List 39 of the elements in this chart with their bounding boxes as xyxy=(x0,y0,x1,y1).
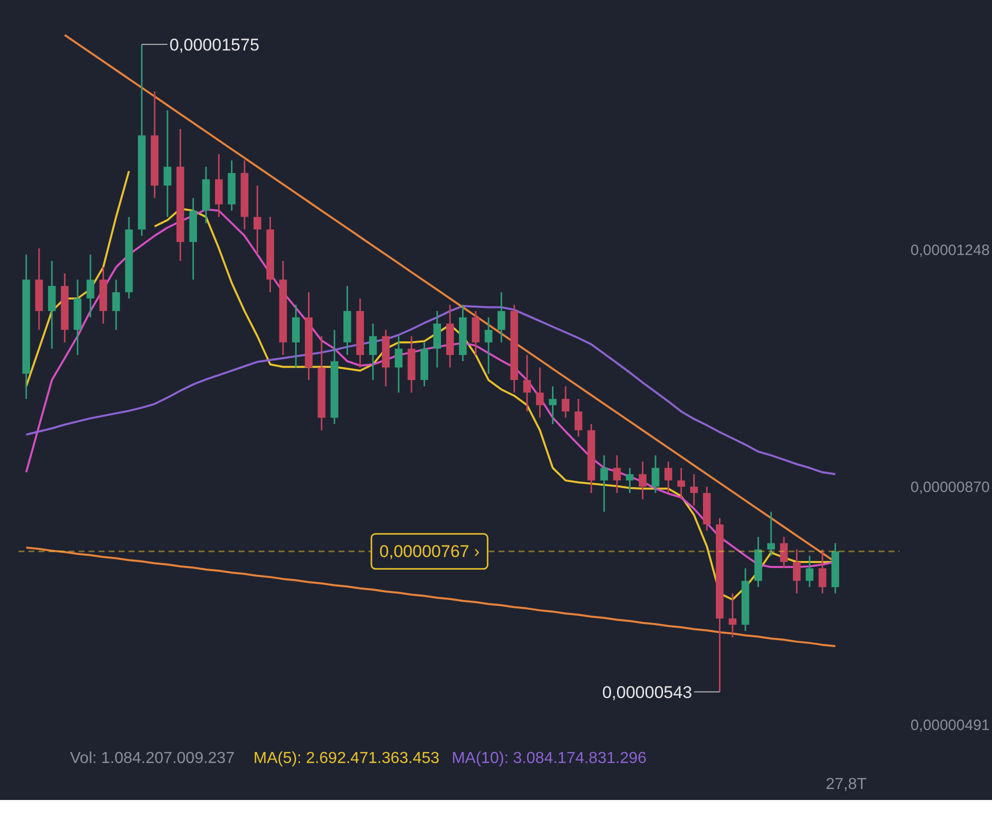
candlestick xyxy=(806,554,814,588)
candlestick xyxy=(86,254,94,318)
text: Vol: 1.084.207.009.237 xyxy=(70,750,235,767)
line-series xyxy=(25,305,836,476)
candlestick xyxy=(652,454,660,494)
y-tick-label: 0,00000491 xyxy=(910,717,990,734)
line-series xyxy=(25,546,836,648)
candlestick xyxy=(780,536,788,570)
candlestick xyxy=(484,316,492,375)
candlestick xyxy=(548,386,557,425)
candlestick xyxy=(254,184,262,256)
candlestick xyxy=(818,548,826,594)
candlestick xyxy=(369,322,377,381)
candlestick xyxy=(600,454,608,513)
candlestick xyxy=(536,366,544,418)
candlestick xyxy=(498,291,506,344)
candlestick xyxy=(394,335,402,394)
candlestick xyxy=(562,386,570,418)
annotation: 0,00000543 xyxy=(602,682,692,702)
candlestick xyxy=(728,592,736,638)
candlestick xyxy=(613,454,621,494)
y-tick-label: 0,00000870 xyxy=(910,479,990,496)
candlestick xyxy=(574,398,582,438)
text: 27,8T xyxy=(826,776,867,793)
candlestick xyxy=(638,460,646,500)
annotation: 0,00001575 xyxy=(169,35,260,54)
candlestick xyxy=(792,548,801,594)
candlestick xyxy=(690,473,698,506)
candlestick xyxy=(164,110,172,218)
candlestick xyxy=(112,278,120,331)
candlestick xyxy=(664,460,672,494)
candlestick xyxy=(767,511,775,556)
text: MA(5): 2.692.471.363.453 xyxy=(253,750,440,767)
ref-line-label: 0,00000767 › xyxy=(379,542,480,561)
candlestick xyxy=(626,467,634,494)
y-tick-label: 0,00001248 xyxy=(910,242,990,260)
candlestick xyxy=(677,467,686,500)
candlestick xyxy=(523,354,531,412)
text: MA(10): 3.084.174.831.296 xyxy=(452,750,647,767)
